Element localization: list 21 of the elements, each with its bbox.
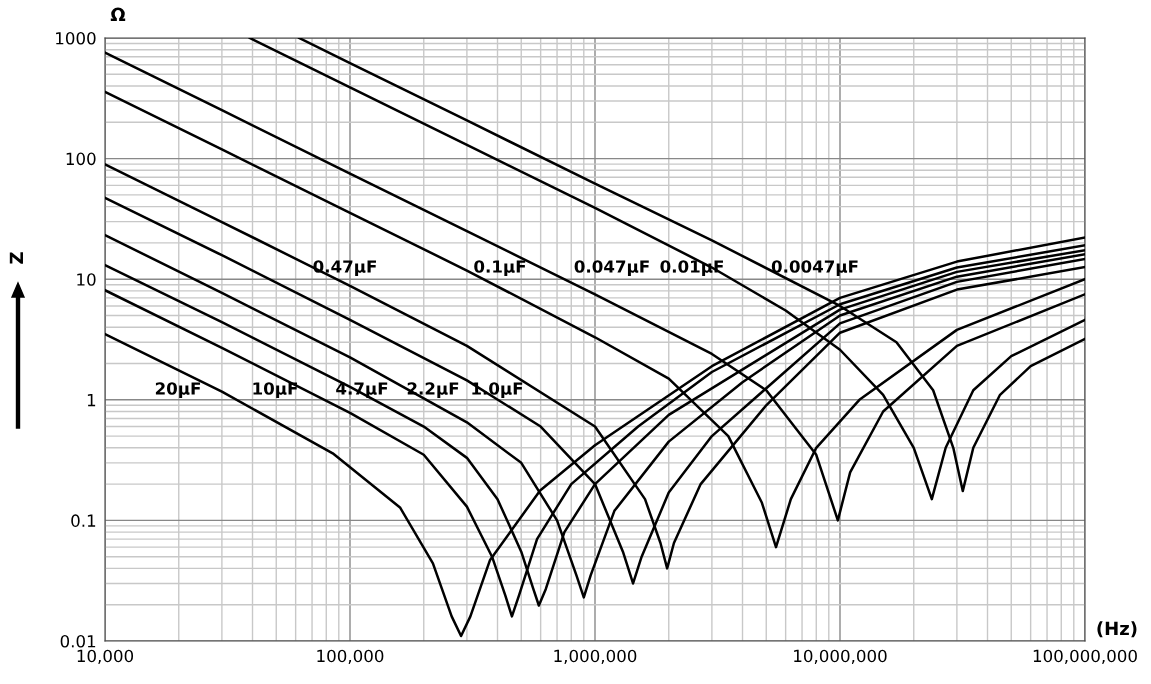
y-tick-label: 0.01 bbox=[60, 634, 96, 648]
y-tick-label: 1000 bbox=[56, 31, 96, 45]
x-tick-label: 10,000,000 bbox=[794, 649, 887, 664]
x-axis-title: (Hz) bbox=[1097, 621, 1137, 638]
y-tick-label: 1 bbox=[87, 393, 96, 407]
y-axis-title: Z bbox=[9, 252, 23, 264]
annotation: 10µF bbox=[253, 382, 298, 399]
annotation: 2.2µF bbox=[407, 382, 459, 399]
text: Ω bbox=[110, 7, 126, 21]
x-tick-label: 1,000,000 bbox=[554, 649, 637, 664]
y-tick-label: 100 bbox=[66, 152, 96, 166]
annotation: 0.047µF bbox=[574, 260, 649, 277]
x-tick-label: 100,000 bbox=[317, 649, 384, 664]
annotation: 0.1µF bbox=[474, 260, 526, 277]
annotation: 0.0047µF bbox=[771, 260, 858, 277]
x-tick-label: 10,000 bbox=[77, 649, 134, 664]
annotation: 20µF bbox=[155, 382, 201, 399]
y-tick-label: 0.1 bbox=[71, 514, 96, 527]
x-tick-label: 100,000,000 bbox=[1033, 649, 1137, 664]
y-tick-label: 10 bbox=[77, 273, 96, 286]
annotation: 0.47µF bbox=[313, 260, 376, 277]
